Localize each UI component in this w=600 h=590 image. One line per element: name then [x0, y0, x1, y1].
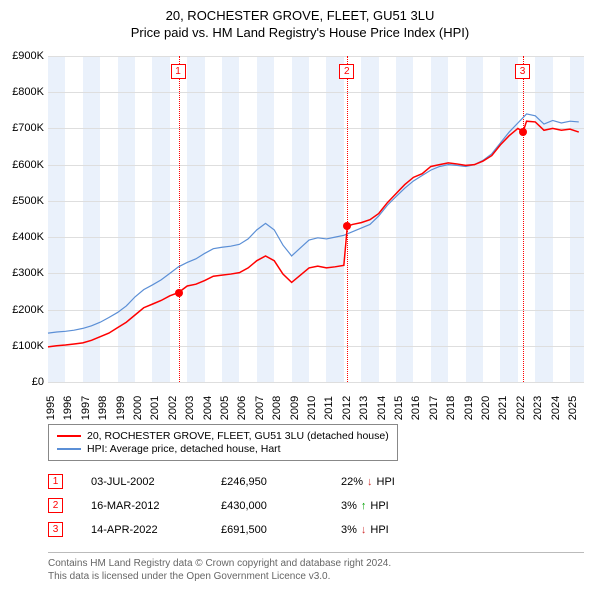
series-line: [48, 121, 579, 347]
x-axis-label: 1997: [80, 396, 92, 420]
x-axis-label: 1999: [115, 396, 127, 420]
plot-area: £0£100K£200K£300K£400K£500K£600K£700K£80…: [48, 56, 584, 382]
x-axis-label: 1996: [63, 396, 75, 420]
legend-label-1: 20, ROCHESTER GROVE, FLEET, GU51 3LU (de…: [87, 430, 389, 442]
sale-date: 16-MAR-2012: [91, 500, 221, 512]
footer-line2: This data is licensed under the Open Gov…: [48, 570, 584, 583]
sale-row: 2 16-MAR-2012£430,0003% ↑HPI: [48, 498, 431, 513]
chart-container: 20, ROCHESTER GROVE, FLEET, GU51 3LU Pri…: [0, 0, 600, 590]
x-axis-label: 2024: [550, 396, 562, 420]
y-axis-label: £400K: [12, 231, 48, 243]
x-axis-label: 2023: [533, 396, 545, 420]
sale-diff: 3% ↓HPI: [341, 524, 431, 536]
sale-price: £430,000: [221, 500, 341, 512]
y-axis-label: £600K: [12, 159, 48, 171]
diff-label: HPI: [370, 500, 388, 512]
x-axis-label: 2016: [411, 396, 423, 420]
footer-line1: Contains HM Land Registry data © Crown c…: [48, 557, 584, 570]
x-axis-label: 1998: [97, 396, 109, 420]
x-axis-label: 2012: [341, 396, 353, 420]
sale-date: 03-JUL-2002: [91, 476, 221, 488]
diff-percent: 3%: [341, 500, 357, 512]
x-axis-label: 2015: [393, 396, 405, 420]
x-axis-label: 2022: [515, 396, 527, 420]
legend-row-series2: HPI: Average price, detached house, Hart: [57, 443, 389, 455]
diff-label: HPI: [370, 524, 388, 536]
y-axis-label: £500K: [12, 195, 48, 207]
arrow-down-icon: ↓: [361, 524, 367, 536]
sale-index-box: 1: [48, 474, 63, 489]
x-axis-label: 2005: [219, 396, 231, 420]
x-axis-label: 2001: [150, 396, 162, 420]
diff-percent: 3%: [341, 524, 357, 536]
x-axis-label: 2002: [167, 396, 179, 420]
legend-swatch-2: [57, 448, 81, 450]
x-axis-label: 2010: [306, 396, 318, 420]
sale-date: 14-APR-2022: [91, 524, 221, 536]
x-axis-label: 2006: [237, 396, 249, 420]
footer: Contains HM Land Registry data © Crown c…: [48, 552, 584, 583]
legend-label-2: HPI: Average price, detached house, Hart: [87, 443, 281, 455]
sale-diff: 22% ↓ HPI: [341, 476, 431, 488]
diff-label: HPI: [377, 476, 395, 488]
x-axis-label: 2008: [271, 396, 283, 420]
gridline: [48, 382, 584, 383]
y-axis-label: £900K: [12, 50, 48, 62]
diff-percent: 22%: [341, 476, 363, 488]
x-axis-label: 2018: [445, 396, 457, 420]
sale-price: £246,950: [221, 476, 341, 488]
chart-svg: [48, 56, 584, 382]
x-axis-label: 2020: [480, 396, 492, 420]
x-axis-label: 2013: [358, 396, 370, 420]
x-axis-label: 2003: [184, 396, 196, 420]
chart-title-line1: 20, ROCHESTER GROVE, FLEET, GU51 3LU: [0, 0, 600, 23]
x-axis-label: 2017: [428, 396, 440, 420]
x-axis-label: 2019: [463, 396, 475, 420]
legend-row-series1: 20, ROCHESTER GROVE, FLEET, GU51 3LU (de…: [57, 430, 389, 442]
sale-row: 3 14-APR-2022£691,5003% ↓HPI: [48, 522, 431, 537]
y-axis-label: £100K: [12, 340, 48, 352]
x-axis-label: 2014: [376, 396, 388, 420]
arrow-up-icon: ↑: [361, 500, 367, 512]
sale-diff: 3% ↑HPI: [341, 500, 431, 512]
x-axis-label: 2011: [323, 396, 335, 420]
chart-title-line2: Price paid vs. HM Land Registry's House …: [0, 23, 600, 40]
arrow-down-icon: ↓: [367, 476, 373, 488]
x-axis-label: 2007: [254, 396, 266, 420]
sale-price: £691,500: [221, 524, 341, 536]
x-axis-label: 2021: [498, 396, 510, 420]
y-axis-label: £800K: [12, 86, 48, 98]
legend-swatch-1: [57, 435, 81, 437]
legend: 20, ROCHESTER GROVE, FLEET, GU51 3LU (de…: [48, 424, 398, 461]
sale-index-box: 2: [48, 498, 63, 513]
sale-row: 1 03-JUL-2002£246,95022% ↓ HPI: [48, 474, 431, 489]
x-axis-label: 2009: [289, 396, 301, 420]
y-axis-label: £0: [32, 376, 48, 388]
y-axis-label: £200K: [12, 304, 48, 316]
x-axis-label: 2000: [132, 396, 144, 420]
sale-index-box: 3: [48, 522, 63, 537]
x-axis-label: 2004: [202, 396, 214, 420]
x-axis-label: 2025: [567, 396, 579, 420]
y-axis-label: £700K: [12, 122, 48, 134]
y-axis-label: £300K: [12, 267, 48, 279]
x-axis-label: 1995: [45, 396, 57, 420]
